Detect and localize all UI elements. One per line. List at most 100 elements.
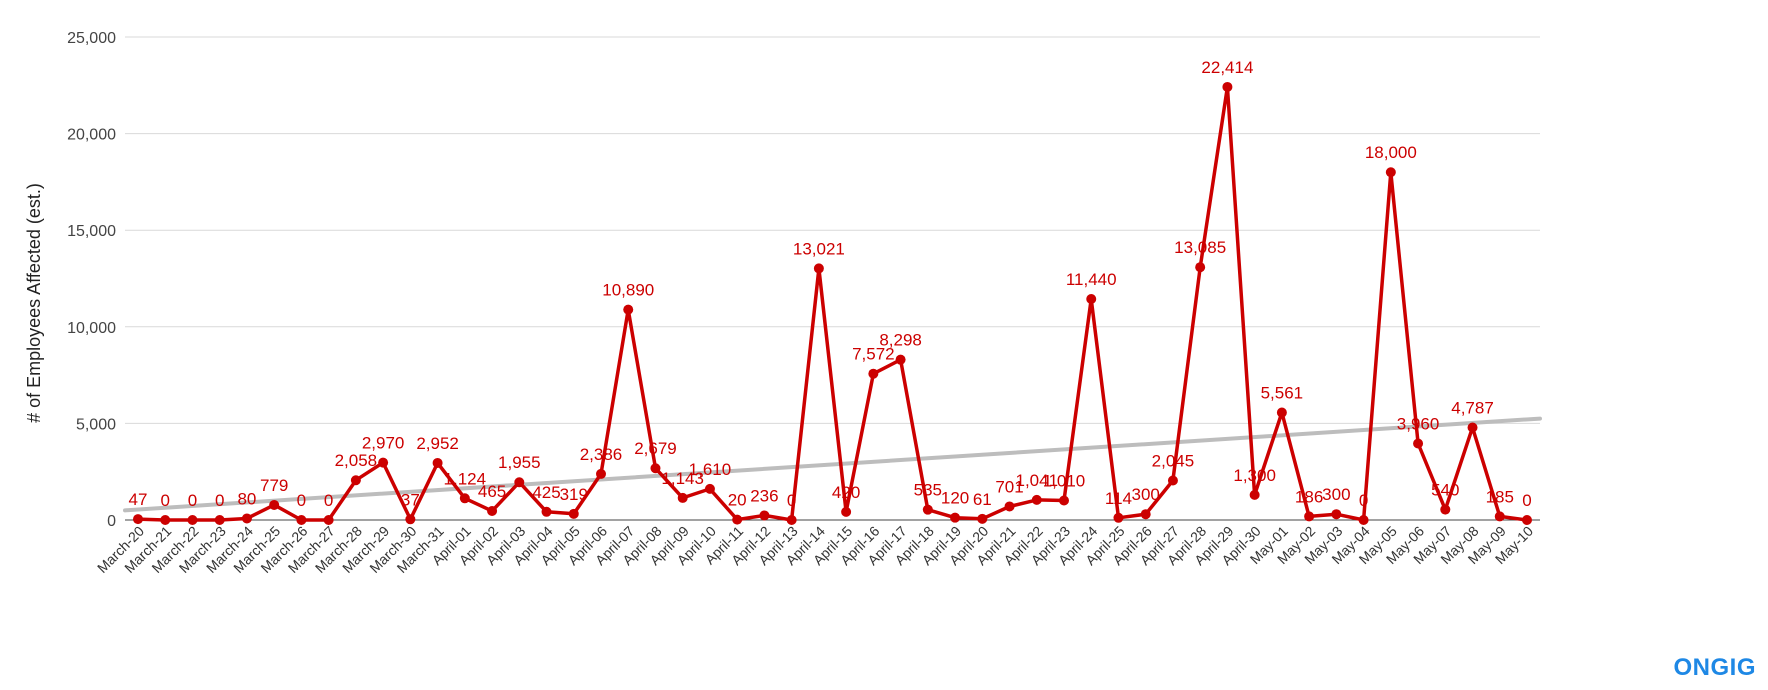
data-label: 185 [1486, 487, 1514, 506]
data-point [1222, 81, 1233, 92]
data-label: 779 [260, 476, 288, 495]
data-point [1113, 512, 1124, 523]
data-label: 10,890 [602, 281, 654, 300]
series-polyline [137, 85, 1528, 522]
data-label: 1,955 [498, 453, 541, 472]
data-label: 1,300 [1233, 466, 1276, 485]
data-point [514, 477, 525, 488]
data-point [378, 457, 389, 468]
data-label: 61 [973, 490, 992, 509]
data-point [1140, 509, 1151, 520]
data-label: 13,021 [793, 239, 845, 258]
data-point [813, 263, 824, 274]
data-point [487, 506, 498, 517]
data-point [432, 457, 443, 468]
data-label: 1,124 [444, 469, 487, 488]
data-label: 0 [215, 491, 224, 510]
data-point [596, 468, 606, 479]
data-point [541, 506, 552, 517]
data-label: 2,058 [335, 451, 378, 470]
y-tick-label: 0 [107, 513, 116, 530]
data-point [677, 492, 688, 503]
y-tick-label: 15,000 [67, 223, 116, 240]
data-label: 3,960 [1397, 414, 1440, 433]
data-point [269, 499, 280, 510]
data-label: 186 [1295, 487, 1323, 506]
data-label: 425 [532, 483, 560, 502]
x-axis-ticks: March-20March-21March-22March-23March-24… [94, 523, 1536, 576]
data-point [1059, 495, 1069, 506]
data-label: 80 [237, 489, 256, 508]
data-label: 11,440 [1066, 270, 1117, 289]
data-point [187, 515, 198, 525]
trendline-segment [123, 416, 1542, 513]
data-point [1304, 511, 1315, 522]
data-point [1195, 262, 1206, 273]
data-label: 0 [324, 491, 333, 510]
data-label: 1,010 [1043, 471, 1086, 490]
data-label: 540 [1431, 481, 1459, 500]
data-point [1522, 515, 1532, 525]
data-label: 47 [129, 490, 148, 509]
data-label: 319 [560, 485, 588, 504]
data-point [1440, 504, 1451, 515]
data-point [704, 483, 715, 494]
data-point [1413, 438, 1424, 449]
y-axis-ticks: 0 5,000 10,000 15,000 20,000 25,000 [67, 30, 116, 530]
data-point [623, 304, 634, 315]
data-point [922, 504, 933, 515]
data-point [568, 508, 579, 519]
data-label: 7,572 [852, 345, 895, 364]
y-tick-label: 10,000 [67, 320, 116, 337]
data-point [323, 515, 334, 525]
data-label: 5,561 [1261, 384, 1304, 403]
data-label: 0 [1522, 491, 1531, 510]
data-point [759, 510, 770, 521]
data-point [1249, 489, 1260, 500]
data-label: 420 [832, 483, 860, 502]
data-point [1086, 293, 1097, 304]
data-point [732, 514, 743, 525]
data-label: 18,000 [1365, 143, 1417, 162]
data-label: 535 [914, 481, 942, 500]
data-label: 300 [1322, 485, 1350, 504]
data-point [214, 515, 225, 525]
data-point [1358, 515, 1369, 525]
data-point [405, 514, 416, 525]
gridlines [125, 36, 1540, 521]
series-line [137, 85, 1528, 522]
data-point [1031, 494, 1042, 505]
data-point [1331, 509, 1342, 520]
data-point [650, 463, 661, 474]
data-label: 0 [1359, 491, 1368, 510]
data-point [950, 512, 961, 523]
data-label: 120 [941, 489, 969, 508]
data-label: 0 [161, 491, 170, 510]
y-axis-label: # of Employees Affected (est.) [24, 183, 44, 423]
data-label: 1,143 [661, 469, 704, 488]
trendline [123, 416, 1542, 513]
data-label: 114 [1105, 489, 1132, 508]
data-label: 300 [1132, 485, 1160, 504]
data-point [160, 515, 171, 525]
data-point [241, 513, 252, 524]
data-label: 465 [478, 482, 506, 501]
data-point [786, 515, 797, 525]
data-label: 0 [297, 491, 306, 510]
data-label: 37 [401, 490, 420, 509]
data-label: 4,787 [1451, 399, 1494, 418]
data-label: 236 [750, 486, 778, 505]
data-point [1467, 422, 1478, 433]
data-point [350, 475, 361, 486]
data-label: 0 [787, 491, 796, 510]
data-point [133, 514, 143, 525]
y-tick-label: 25,000 [67, 30, 116, 47]
data-point [868, 368, 879, 379]
data-label: 2,952 [416, 434, 459, 453]
data-label: 0 [188, 491, 197, 510]
data-label: 22,414 [1201, 58, 1253, 77]
ongig-logo: ONGIG [1673, 654, 1756, 681]
data-point [841, 506, 852, 517]
data-label: 1,041 [1015, 471, 1058, 490]
